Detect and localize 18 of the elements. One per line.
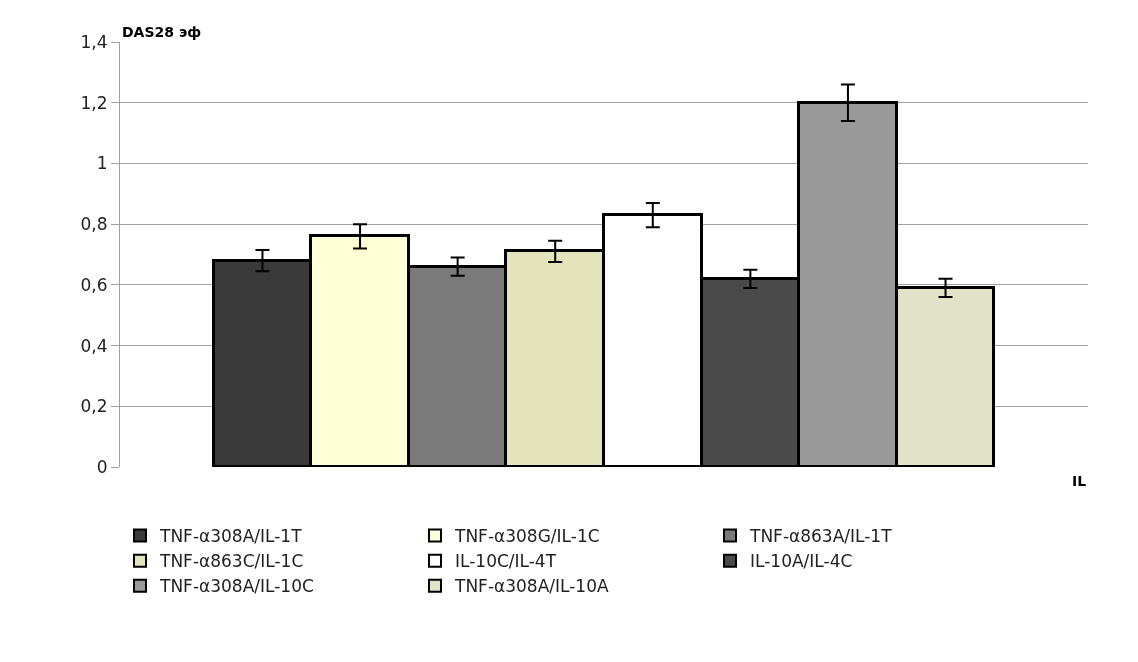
y-tick-label: 0,2 <box>80 396 108 417</box>
legend-label: TNF-α863A/IL-1T <box>749 526 893 547</box>
x-axis-title: IL <box>1072 473 1087 489</box>
y-tick-label: 0 <box>96 456 108 477</box>
legend-label: TNF-α863C/IL-1C <box>159 551 304 572</box>
legend-label: IL-10C/IL-4T <box>455 551 557 572</box>
legend-label: TNF-α308A/IL-1T <box>159 526 303 547</box>
legend-label: TNF-α308G/IL-1C <box>454 526 600 547</box>
y-tick-label: 0,4 <box>80 335 108 356</box>
legend-label: TNF-α308A/IL-10A <box>454 576 609 597</box>
y-axis-title: DAS28 эф <box>122 24 202 40</box>
y-tick-label: 1 <box>96 153 108 174</box>
y-tick-label: 1,2 <box>80 92 108 113</box>
y-tick-label: 0,8 <box>80 214 108 235</box>
legend-label: TNF-α308A/IL-10C <box>159 576 314 597</box>
legend-label: IL-10A/IL-4C <box>750 551 853 572</box>
y-tick-label: 1,4 <box>80 31 108 52</box>
y-tick-label: 0,6 <box>80 274 108 295</box>
